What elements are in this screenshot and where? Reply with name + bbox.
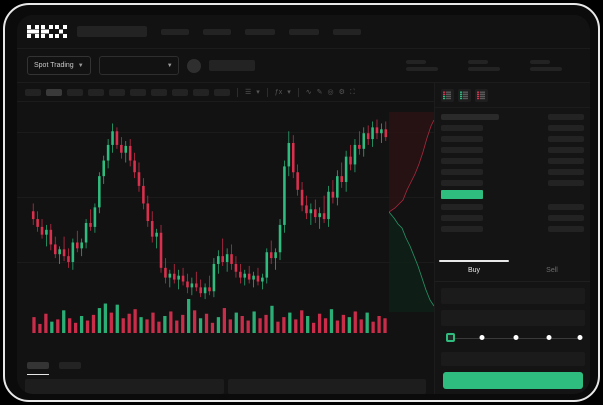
trading-mode-label: Spot Trading xyxy=(34,62,74,69)
right-column: Buy Sell xyxy=(434,83,590,394)
timeframe-button-6[interactable] xyxy=(130,88,146,96)
orderbook-last-price xyxy=(441,190,483,199)
pair-name-placeholder xyxy=(208,60,255,71)
depth-chart-overlay xyxy=(389,112,434,312)
tab-sell-label: Sell xyxy=(546,267,558,274)
device-frame: Spot Trading ▼ ▼ xyxy=(3,3,600,402)
bottom-panel-left[interactable] xyxy=(25,379,224,394)
volume-series xyxy=(32,299,387,333)
orderbook-rows xyxy=(435,108,590,233)
chart-toolbar: ☰ ▾ ƒx ▾ ∿ ✎ ◎ ⚙ ⛶ xyxy=(17,83,434,102)
toolbar-divider xyxy=(297,87,299,97)
indicators-chevron-icon[interactable]: ▾ xyxy=(287,88,291,96)
chart-type-icon[interactable]: ☰ xyxy=(245,88,252,96)
chart-settings-icon[interactable]: ⚙ xyxy=(338,88,345,96)
slider-stop-100[interactable] xyxy=(577,335,583,340)
chart-type-chevron-icon[interactable]: ▾ xyxy=(256,88,260,96)
timeframe-button-9[interactable] xyxy=(193,88,209,96)
nav-item-2[interactable] xyxy=(203,28,231,35)
header-search-input[interactable] xyxy=(77,26,147,37)
tab-buy[interactable]: Buy xyxy=(435,260,513,281)
bottom-tabs xyxy=(17,355,434,375)
pair-avatar xyxy=(186,58,201,73)
orderbook-row[interactable] xyxy=(441,202,584,211)
okx-logo-icon[interactable] xyxy=(27,25,67,38)
market-stat-1 xyxy=(406,60,438,71)
submit-buy-button[interactable] xyxy=(443,372,583,389)
bottom-panel-right[interactable] xyxy=(227,379,426,394)
timeframe-button-10[interactable] xyxy=(214,88,230,96)
chart-gridline xyxy=(17,132,434,133)
timeframe-button-8[interactable] xyxy=(172,88,188,96)
order-amount-slider[interactable] xyxy=(443,332,583,346)
device-screen: Spot Trading ▼ ▼ xyxy=(17,15,590,394)
timeframe-button-4[interactable] xyxy=(88,88,104,96)
nav-item-1[interactable] xyxy=(161,28,189,35)
line-tool-icon[interactable]: ∿ xyxy=(305,88,312,96)
orderbook-row[interactable] xyxy=(441,145,584,154)
tab-sell[interactable]: Sell xyxy=(513,260,590,281)
nav-item-4[interactable] xyxy=(289,28,319,35)
orderbook-mode-asks[interactable] xyxy=(475,89,488,102)
candlestick-series xyxy=(31,119,388,300)
snapshot-camera-icon[interactable]: ◎ xyxy=(327,88,334,96)
trade-side-tabs: Buy Sell xyxy=(435,260,590,282)
bottom-panels xyxy=(17,379,434,394)
timeframe-button-2[interactable] xyxy=(46,88,62,96)
orderbook-row[interactable] xyxy=(441,156,584,165)
header-nav xyxy=(161,28,361,35)
orderbook-mode-bids[interactable] xyxy=(458,89,471,102)
orderbook-mode-both[interactable] xyxy=(441,89,454,102)
chevron-down-icon: ▼ xyxy=(166,62,173,69)
timeframe-button-7[interactable] xyxy=(151,88,167,96)
orderbook-row[interactable] xyxy=(441,123,584,132)
order-price-field[interactable] xyxy=(441,288,585,304)
orderbook-row[interactable] xyxy=(441,178,584,187)
market-stat-3 xyxy=(530,60,562,71)
chart-gridline xyxy=(17,262,434,263)
orderbook-row[interactable] xyxy=(441,134,584,143)
nav-item-3[interactable] xyxy=(245,28,275,35)
order-total-field[interactable] xyxy=(441,352,585,366)
price-chart[interactable] xyxy=(17,102,434,355)
orderbook-row[interactable] xyxy=(441,213,584,222)
app-header xyxy=(17,15,590,49)
orderbook-mode-group xyxy=(435,83,590,108)
slider-handle[interactable] xyxy=(446,333,455,342)
bottom-tab-open-orders[interactable] xyxy=(27,361,49,375)
timeframe-button-1[interactable] xyxy=(25,88,41,96)
chevron-down-icon: ▼ xyxy=(77,62,84,69)
pair-bar: Spot Trading ▼ ▼ xyxy=(17,49,590,83)
toolbar-divider xyxy=(266,87,268,97)
timeframe-button-3[interactable] xyxy=(67,88,83,96)
order-form xyxy=(435,282,590,394)
orderbook-row[interactable] xyxy=(441,224,584,233)
draw-pencil-icon[interactable]: ✎ xyxy=(316,88,323,96)
orderbook-row[interactable] xyxy=(441,167,584,176)
order-amount-field[interactable] xyxy=(441,310,585,326)
slider-stop-50[interactable] xyxy=(513,335,519,340)
pair-selector[interactable]: ▼ xyxy=(98,56,179,75)
tab-buy-label: Buy xyxy=(467,267,481,274)
toolbar-divider xyxy=(237,87,238,97)
trading-mode-dropdown[interactable]: Spot Trading ▼ xyxy=(27,56,91,75)
market-stat-2 xyxy=(468,60,500,71)
bottom-tab-order-history[interactable] xyxy=(59,361,81,369)
chart-gridline xyxy=(17,197,434,198)
orderbook-row[interactable] xyxy=(441,112,584,121)
timeframe-button-5[interactable] xyxy=(109,88,125,96)
indicators-icon[interactable]: ƒx xyxy=(274,88,283,96)
slider-stop-75[interactable] xyxy=(546,335,552,340)
fullscreen-icon[interactable]: ⛶ xyxy=(349,88,355,96)
nav-item-5[interactable] xyxy=(333,28,361,35)
slider-track xyxy=(446,338,580,339)
slider-stop-25[interactable] xyxy=(479,335,485,340)
